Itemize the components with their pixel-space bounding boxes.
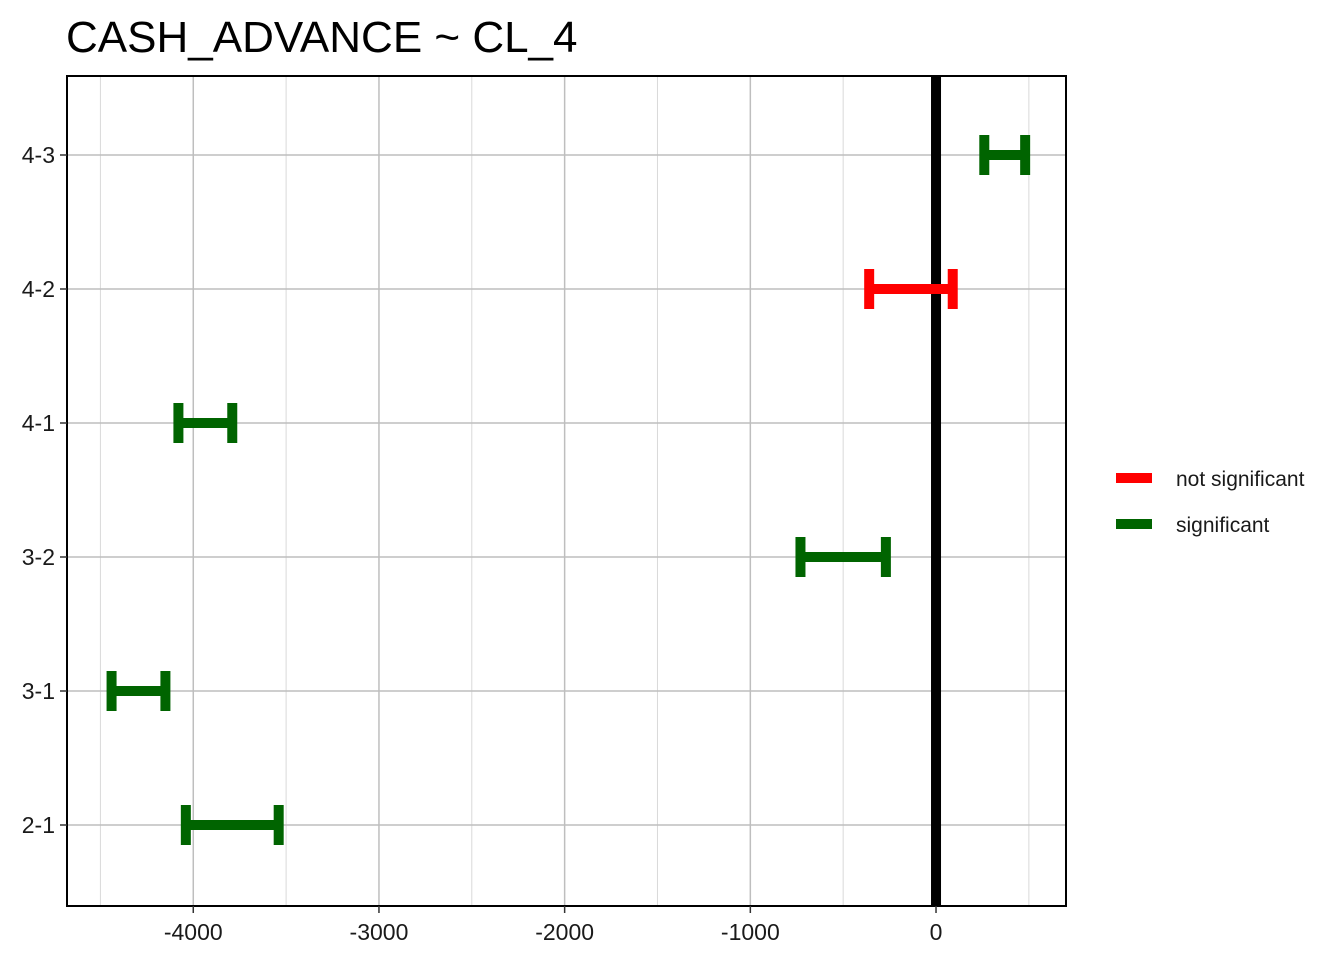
plot-panel-border [66,75,1067,907]
errorbar-4-1 [173,403,238,443]
errorbar-3-1 [106,671,171,711]
errorbar-2-1 [180,805,284,845]
x-tick-label: -2000 [535,919,594,945]
error-bars [106,135,1031,845]
y-tick-label: 3-2 [22,544,55,570]
grid [67,76,1066,906]
x-axis: -4000 -3000 -2000 -1000 0 [164,906,943,945]
errorbar-4-2 [864,269,958,309]
x-tick-label: -3000 [350,919,409,945]
y-axis: 2-1 3-1 3-2 4-1 4-2 4-3 [22,142,67,838]
x-tick-label: -1000 [721,919,780,945]
legend-item: significant [1116,514,1270,537]
x-tick-label: 0 [930,919,943,945]
x-tick-label: -4000 [164,919,223,945]
y-tick-label: 4-2 [22,276,55,302]
y-tick-label: 4-3 [22,142,55,168]
y-tick-label: 4-1 [22,410,55,436]
errorbar-4-3 [979,135,1031,175]
legend: not significant significant [1116,468,1305,537]
chart-title: CASH_ADVANCE ~ CL_4 [66,13,578,62]
y-tick-label: 3-1 [22,678,55,704]
legend-label: significant [1176,514,1270,537]
legend-item: not significant [1116,468,1305,491]
legend-label: not significant [1176,468,1305,491]
y-tick-label: 2-1 [22,812,55,838]
errorbar-3-2 [795,537,891,577]
